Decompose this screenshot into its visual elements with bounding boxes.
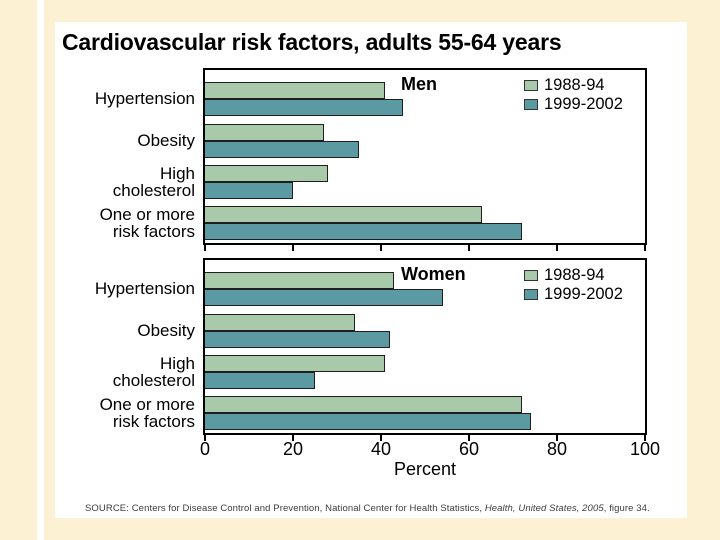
chart-panel-men: Men 1988-94 1999-2002 Hypertension Obesity Hi… — [55, 68, 687, 255]
x-tick-label-0: 0 — [199, 439, 211, 459]
page-title: Cardiovascular risk factors, adults 55-6… — [62, 29, 562, 55]
source-italic-title: Health, United States, 2005 — [484, 503, 604, 514]
category-label-women-0: Hypertension — [94, 279, 195, 299]
x-tick-label-40: 40 — [370, 439, 392, 459]
category-label-women-2: High cholesterol — [112, 353, 195, 390]
x-tick-80 — [556, 435, 558, 441]
x-tick-100 — [644, 245, 646, 251]
category-label-women-1: Obesity — [137, 321, 195, 341]
bar-men-1-1999-2002 — [205, 141, 359, 158]
bar-women-1-1999-2002 — [205, 331, 390, 348]
slide: Cardiovascular risk factors, adults 55-6… — [55, 22, 687, 518]
legend-swatch-icon — [524, 99, 538, 110]
legend-swatch-icon — [524, 270, 538, 281]
category-label-men-0: Hypertension — [94, 89, 195, 109]
legend-men: 1988-94 1999-2002 — [524, 77, 623, 115]
x-tick-0 — [204, 435, 206, 441]
x-axis-label: Percent — [393, 459, 457, 479]
bar-men-2-1988-94 — [205, 165, 329, 182]
x-tick-label-20: 20 — [282, 439, 304, 459]
bar-men-1-1988-94 — [205, 124, 324, 141]
legend-women: 1988-94 1999-2002 — [524, 267, 623, 305]
x-tick-40 — [380, 245, 382, 251]
x-tick-label-60: 60 — [458, 439, 480, 459]
x-tick-label-100: 100 — [629, 439, 661, 459]
bar-men-3-1988-94 — [205, 206, 483, 223]
bar-men-0-1988-94 — [205, 82, 386, 99]
legend-label: 1988-94 — [544, 76, 605, 94]
panel-title-men: Men — [401, 74, 437, 94]
category-label-men-1: Obesity — [137, 131, 195, 151]
legend-item-1999-2002: 1999-2002 — [524, 286, 623, 303]
x-tick-60 — [468, 435, 470, 441]
bar-women-1-1988-94 — [205, 314, 355, 331]
x-tick-100 — [644, 435, 646, 441]
category-label-women-3: One or more risk factors — [99, 394, 195, 431]
x-tick-20 — [292, 435, 294, 441]
bar-women-2-1988-94 — [205, 355, 386, 372]
plot-box-men: Men 1988-94 1999-2002 — [203, 68, 647, 245]
bar-women-0-1999-2002 — [205, 289, 443, 306]
legend-swatch-icon — [524, 289, 538, 300]
category-label-men-3: One or more risk factors — [99, 204, 195, 241]
bar-women-2-1999-2002 — [205, 372, 315, 389]
legend-label: 1999-2002 — [544, 95, 623, 113]
panel-title-women: Women — [401, 264, 466, 284]
bar-women-3-1988-94 — [205, 396, 522, 413]
x-tick-0 — [204, 245, 206, 251]
x-tick-60 — [468, 245, 470, 251]
source-suffix: , figure 34. — [603, 503, 650, 514]
legend-label: 1988-94 — [544, 266, 605, 284]
bar-women-0-1988-94 — [205, 272, 395, 289]
source-citation: SOURCE: Centers for Disease Control and … — [85, 503, 675, 514]
x-tick-label-80: 80 — [546, 439, 568, 459]
x-tick-40 — [380, 435, 382, 441]
bar-men-3-1999-2002 — [205, 223, 522, 240]
legend-label: 1999-2002 — [544, 285, 623, 303]
chart-panel-women: Women 1988-94 1999-2002 Hypertension Obesity… — [55, 258, 687, 503]
legend-item-1988-94: 1988-94 — [524, 267, 623, 284]
left-accent-stripe — [37, 0, 44, 540]
bar-men-2-1999-2002 — [205, 182, 293, 199]
legend-item-1999-2002: 1999-2002 — [524, 96, 623, 113]
plot-box-women: Women 1988-94 1999-2002 — [203, 258, 647, 435]
bar-men-0-1999-2002 — [205, 99, 403, 116]
source-prefix: SOURCE: Centers for Disease Control and … — [85, 503, 485, 514]
legend-swatch-icon — [524, 80, 538, 91]
bar-women-3-1999-2002 — [205, 413, 531, 430]
category-label-men-2: High cholesterol — [112, 163, 195, 200]
x-tick-80 — [556, 245, 558, 251]
legend-item-1988-94: 1988-94 — [524, 77, 623, 94]
x-tick-20 — [292, 245, 294, 251]
